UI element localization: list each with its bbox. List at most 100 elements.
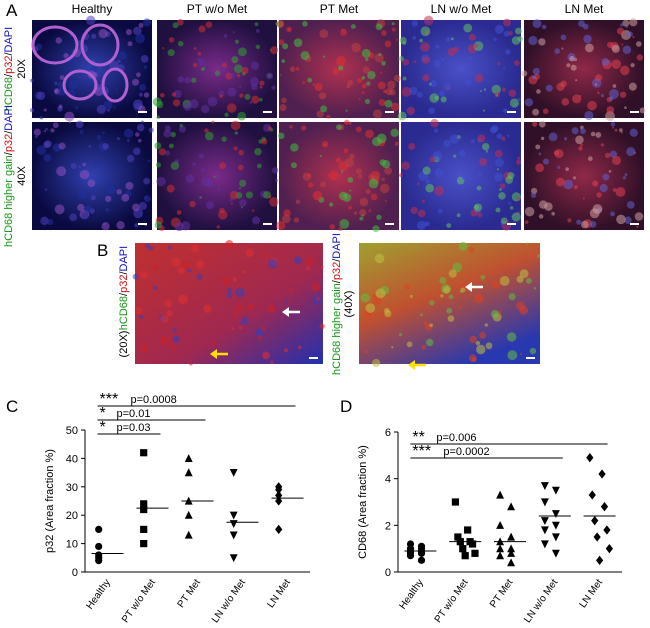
- texture: [283, 209, 291, 217]
- texture: [456, 213, 461, 218]
- texture: [204, 128, 209, 133]
- texture: [587, 156, 593, 161]
- texture: [239, 321, 243, 325]
- texture: [503, 67, 506, 70]
- texture: [300, 51, 310, 61]
- y-tick-label: 0: [72, 567, 78, 579]
- texture: [529, 347, 537, 355]
- arrow-head: [210, 349, 217, 359]
- texture: [315, 296, 321, 302]
- magnification: (20X): [118, 331, 130, 358]
- texture: [231, 56, 239, 64]
- texture: [199, 196, 202, 199]
- label-part: hCD68 higher gain: [3, 155, 15, 247]
- texture: [632, 35, 635, 39]
- texture: [349, 153, 355, 160]
- texture: [508, 30, 513, 36]
- texture: [433, 128, 439, 133]
- y-tick-label: 10: [66, 539, 78, 551]
- label-part: hCD68: [3, 77, 15, 111]
- texture: [281, 97, 287, 104]
- texture: [463, 23, 473, 33]
- data-point: [454, 533, 462, 541]
- texture: [599, 183, 608, 193]
- texture: [381, 60, 386, 66]
- texture: [59, 75, 65, 80]
- texture: [91, 33, 97, 39]
- texture: [406, 341, 413, 348]
- texture: [499, 188, 502, 191]
- texture: [509, 98, 519, 108]
- texture: [381, 177, 385, 181]
- texture: [611, 59, 622, 69]
- texture: [566, 63, 571, 68]
- texture: [192, 62, 198, 68]
- texture: [609, 96, 614, 101]
- texture: [569, 55, 575, 62]
- texture: [75, 106, 79, 110]
- texture: [516, 275, 524, 283]
- texture: [189, 200, 196, 208]
- texture: [565, 167, 569, 171]
- texture: [167, 49, 175, 57]
- x-tick-label: LN w/o Met: [522, 577, 560, 625]
- texture: [54, 88, 59, 94]
- data-point: [464, 526, 472, 534]
- texture: [377, 81, 386, 90]
- texture: [567, 218, 572, 223]
- texture: [457, 291, 460, 294]
- texture: [184, 76, 191, 84]
- texture: [500, 217, 508, 225]
- texture: [394, 141, 399, 146]
- texture: [519, 352, 522, 356]
- texture: [458, 149, 466, 157]
- data-point: [551, 486, 560, 495]
- texture: [367, 70, 376, 80]
- texture: [581, 220, 589, 229]
- data-point: [551, 521, 560, 530]
- texture: [250, 61, 260, 70]
- texture: [479, 158, 487, 166]
- label-part: hCD68: [118, 296, 130, 330]
- texture: [56, 166, 67, 177]
- texture: [33, 128, 41, 136]
- texture: [595, 74, 603, 82]
- texture: [391, 346, 394, 349]
- texture: [245, 248, 254, 257]
- texture: [618, 128, 623, 132]
- texture: [364, 350, 368, 354]
- texture: [563, 179, 574, 190]
- texture: [532, 108, 540, 116]
- data-point: [229, 531, 238, 540]
- texture: [468, 246, 475, 253]
- texture: [374, 253, 385, 264]
- texture: [368, 178, 379, 189]
- texture: [361, 76, 366, 80]
- texture: [420, 26, 431, 37]
- texture: [281, 59, 286, 63]
- texture: [422, 56, 430, 64]
- texture: [241, 316, 250, 325]
- texture: [50, 128, 55, 133]
- texture: [238, 149, 244, 156]
- texture: [477, 173, 482, 177]
- texture: [477, 212, 483, 218]
- label-part: /: [3, 130, 15, 134]
- texture: [187, 269, 192, 273]
- texture: [600, 143, 605, 147]
- texture: [626, 200, 635, 209]
- texture: [384, 40, 392, 48]
- texture: [171, 92, 177, 97]
- label-part: /: [3, 151, 15, 155]
- texture: [508, 201, 512, 205]
- texture: [268, 258, 279, 269]
- texture: [133, 147, 141, 155]
- texture: [484, 323, 489, 327]
- texture: [121, 193, 130, 202]
- texture: [639, 107, 646, 114]
- texture: [428, 107, 436, 115]
- data-point: [229, 511, 238, 520]
- texture: [540, 136, 545, 141]
- x-tick-label: PT w/o Met: [433, 577, 471, 625]
- texture: [359, 216, 364, 221]
